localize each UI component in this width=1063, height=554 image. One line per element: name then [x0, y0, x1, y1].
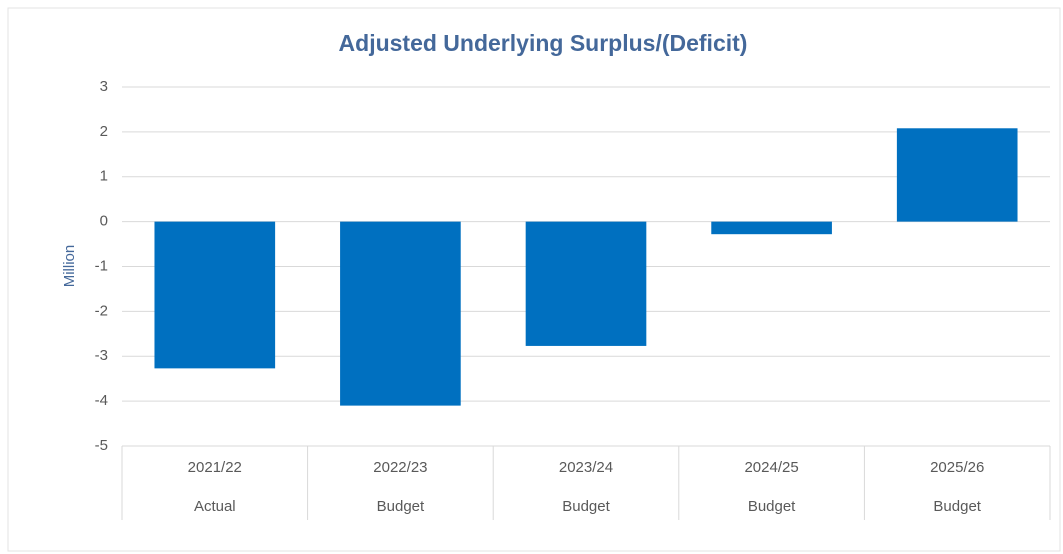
x-tick-sublabel: Budget [748, 498, 796, 515]
bar [711, 221, 832, 235]
bar [340, 221, 461, 406]
x-tick-sublabel: Budget [377, 498, 425, 515]
y-tick-label: 1 [100, 168, 108, 185]
y-tick-label: 0 [100, 213, 108, 230]
y-tick-label: 3 [100, 78, 108, 95]
x-tick-label: 2024/25 [744, 459, 798, 476]
y-tick-label: -3 [95, 347, 108, 364]
chart-title: Adjusted Underlying Surplus/(Deficit) [339, 30, 748, 56]
x-tick-label: 2023/24 [559, 459, 613, 476]
x-tick-sublabel: Budget [933, 498, 981, 515]
x-tick-label: 2022/23 [373, 459, 427, 476]
bar [896, 128, 1018, 222]
x-tick-label: 2021/22 [188, 459, 242, 476]
bar [525, 221, 647, 346]
bar [154, 221, 276, 369]
x-tick-label: 2025/26 [930, 459, 984, 476]
x-tick-sublabel: Budget [562, 498, 610, 515]
y-tick-label: -5 [95, 437, 108, 454]
y-tick-label: 2 [100, 123, 108, 140]
y-tick-label: -2 [95, 302, 108, 319]
y-axis-label: Million [61, 245, 78, 288]
y-tick-label: -4 [95, 392, 108, 409]
y-tick-label: -1 [95, 257, 108, 274]
x-tick-sublabel: Actual [194, 498, 236, 515]
